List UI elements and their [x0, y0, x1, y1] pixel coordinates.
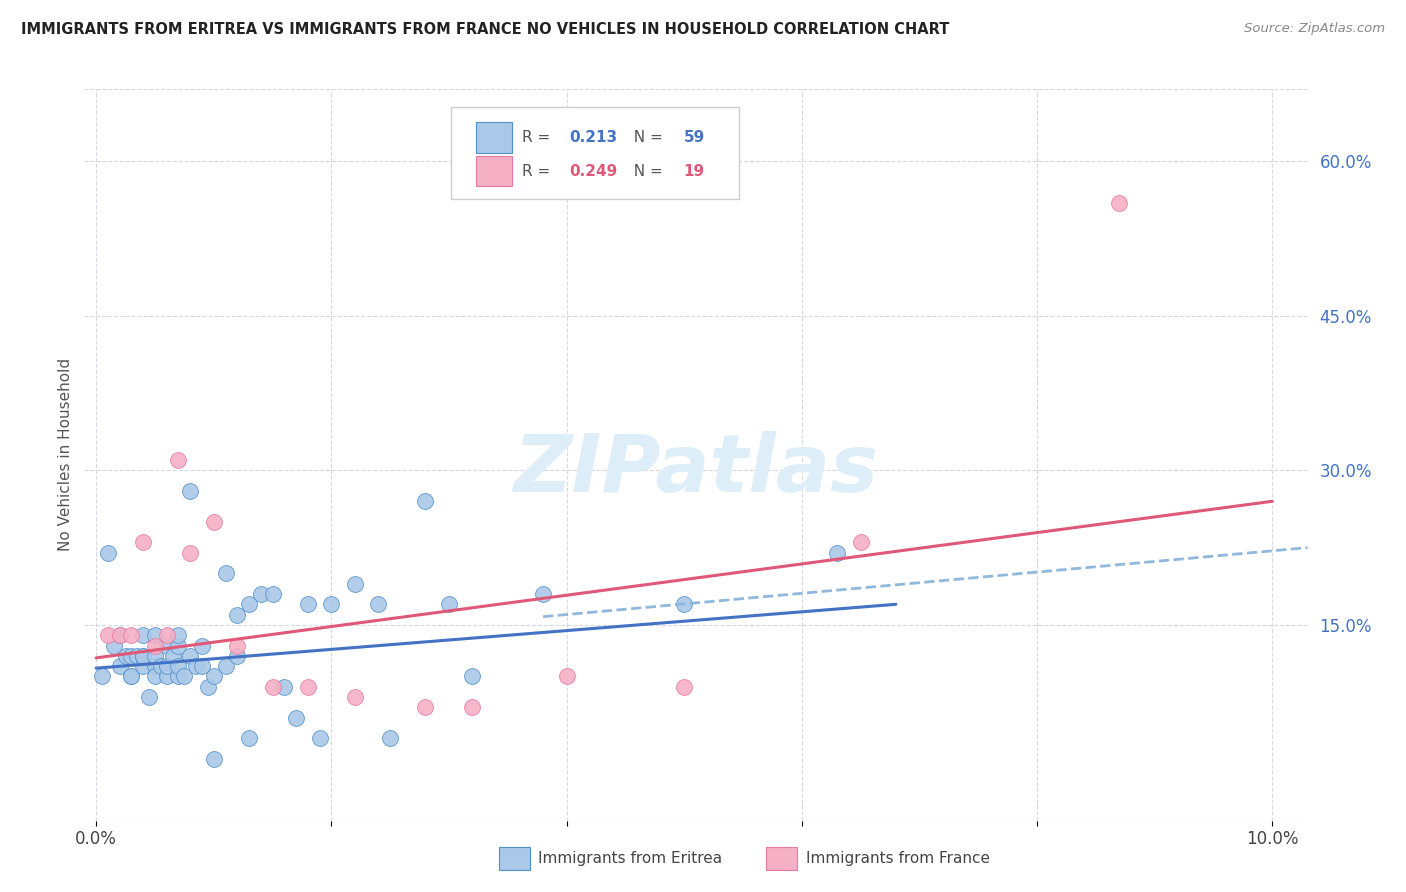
Point: [138, 690, 160, 704]
Point: [673, 680, 696, 694]
Point: [143, 669, 166, 683]
Text: R =: R =: [522, 130, 555, 145]
Point: [162, 648, 184, 663]
Text: 19: 19: [683, 163, 704, 178]
Point: [103, 639, 125, 653]
Point: [127, 648, 149, 663]
Text: ZIPatlas: ZIPatlas: [513, 431, 879, 508]
Point: [120, 669, 142, 683]
Point: [179, 648, 201, 663]
Point: [531, 587, 554, 601]
Point: [343, 690, 366, 704]
Point: [114, 648, 136, 663]
Point: [149, 659, 172, 673]
FancyBboxPatch shape: [475, 156, 513, 186]
Text: Source: ZipAtlas.com: Source: ZipAtlas.com: [1244, 22, 1385, 36]
Point: [108, 628, 131, 642]
Text: N =: N =: [624, 130, 668, 145]
Point: [214, 659, 236, 673]
Point: [156, 628, 179, 642]
Point: [415, 494, 437, 508]
Point: [262, 680, 284, 694]
Point: [461, 700, 484, 714]
Point: [308, 731, 330, 746]
Point: [202, 669, 225, 683]
Point: [132, 628, 155, 642]
Point: [202, 752, 225, 766]
Text: Immigrants from France: Immigrants from France: [806, 851, 990, 866]
Point: [91, 669, 114, 683]
Text: 59: 59: [683, 130, 704, 145]
Point: [202, 515, 225, 529]
Point: [167, 628, 190, 642]
Point: [191, 659, 214, 673]
Point: [97, 546, 120, 560]
Point: [343, 576, 366, 591]
Point: [120, 648, 142, 663]
Text: 0.213: 0.213: [569, 130, 617, 145]
Point: [108, 659, 131, 673]
Point: [273, 680, 295, 694]
FancyBboxPatch shape: [451, 108, 738, 199]
Point: [132, 648, 155, 663]
Point: [143, 648, 166, 663]
Point: [249, 587, 271, 601]
Point: [143, 628, 166, 642]
Point: [226, 648, 249, 663]
Point: [97, 628, 120, 642]
Point: [191, 639, 214, 653]
Point: [156, 659, 179, 673]
Point: [143, 639, 166, 653]
Point: [132, 659, 155, 673]
Point: [167, 639, 190, 653]
Point: [415, 700, 437, 714]
Point: [367, 597, 389, 611]
Point: [380, 731, 402, 746]
Point: [297, 680, 319, 694]
Point: [297, 597, 319, 611]
Point: [120, 628, 142, 642]
Point: [143, 659, 166, 673]
Point: [214, 566, 236, 581]
Point: [226, 639, 249, 653]
Point: [120, 669, 142, 683]
Point: [238, 731, 260, 746]
Point: [179, 546, 201, 560]
Point: [167, 659, 190, 673]
Point: [285, 711, 308, 725]
Point: [197, 680, 219, 694]
Text: 0.249: 0.249: [569, 163, 617, 178]
Point: [108, 628, 131, 642]
Point: [673, 597, 696, 611]
Point: [238, 597, 260, 611]
Point: [132, 535, 155, 549]
Point: [184, 659, 207, 673]
Point: [1108, 195, 1130, 210]
Point: [226, 607, 249, 622]
Point: [555, 669, 578, 683]
Point: [167, 669, 190, 683]
Text: N =: N =: [624, 163, 668, 178]
Point: [461, 669, 484, 683]
Point: [179, 483, 201, 498]
Point: [156, 639, 179, 653]
Point: [156, 669, 179, 683]
Point: [825, 546, 848, 560]
Point: [132, 648, 155, 663]
Text: Immigrants from Eritrea: Immigrants from Eritrea: [538, 851, 723, 866]
Point: [437, 597, 460, 611]
Text: R =: R =: [522, 163, 555, 178]
Text: IMMIGRANTS FROM ERITREA VS IMMIGRANTS FROM FRANCE NO VEHICLES IN HOUSEHOLD CORRE: IMMIGRANTS FROM ERITREA VS IMMIGRANTS FR…: [21, 22, 949, 37]
Point: [167, 453, 190, 467]
Point: [849, 535, 872, 549]
Y-axis label: No Vehicles in Household: No Vehicles in Household: [58, 359, 73, 551]
FancyBboxPatch shape: [475, 122, 513, 153]
Point: [173, 669, 195, 683]
Point: [262, 587, 284, 601]
Point: [321, 597, 343, 611]
